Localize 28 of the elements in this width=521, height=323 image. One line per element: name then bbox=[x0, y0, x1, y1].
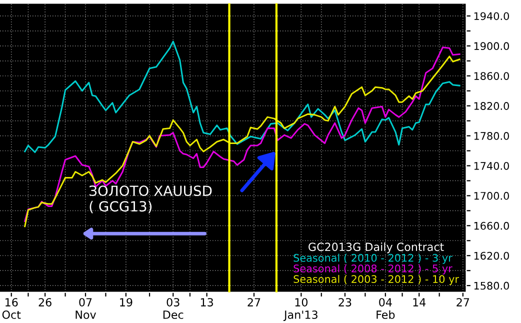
y-tick-label: 1620.0 bbox=[474, 252, 509, 260]
text: Seasonal ( 2008 - 2012 ) - 5 yr bbox=[294, 264, 452, 274]
y-tick-label: 1780.0 bbox=[474, 132, 509, 140]
x-tick-label: 27 bbox=[248, 298, 260, 306]
line-series bbox=[24, 40, 460, 154]
y-tick-label: 1820.0 bbox=[474, 102, 509, 110]
y-tick-label: 1740.0 bbox=[474, 162, 509, 170]
x-tick-label: 07 Nov bbox=[76, 298, 96, 319]
x-tick-label: 13 bbox=[200, 298, 213, 306]
text: Seasonal ( 2003 - 2012 ) - 10 yr bbox=[294, 274, 460, 286]
y-tick-label: 1860.0 bbox=[474, 72, 509, 80]
x-tick-label: 04 Feb bbox=[376, 298, 395, 319]
x-tick-label: 10 Jan'13 bbox=[283, 298, 318, 321]
y-tick-label: 1900.0 bbox=[474, 42, 509, 50]
legend-title: GC2013G Daily Contract bbox=[308, 242, 444, 254]
annotation: ЗОЛОТО XAUUSD ( GCG13) bbox=[90, 186, 212, 214]
y-tick-label: 1940.0 bbox=[474, 12, 509, 20]
x-tick-label: 23 bbox=[338, 298, 352, 306]
x-tick-label: 14 bbox=[413, 298, 426, 306]
x-tick-label: 27 bbox=[456, 298, 470, 306]
y-tick-label: 1580.0 bbox=[474, 282, 509, 290]
y-tick-label: 1700.0 bbox=[474, 192, 509, 200]
x-tick-label: 03 Dec bbox=[163, 298, 184, 319]
x-tick-label: 26 bbox=[38, 298, 52, 306]
x-tick-label: 16 Oct bbox=[2, 298, 21, 319]
y-tick-label: 1660.0 bbox=[474, 222, 509, 230]
x-tick-label: 19 bbox=[120, 298, 132, 306]
text: Seasonal ( 2010 - 2012 ) - 3 yr bbox=[294, 254, 452, 264]
